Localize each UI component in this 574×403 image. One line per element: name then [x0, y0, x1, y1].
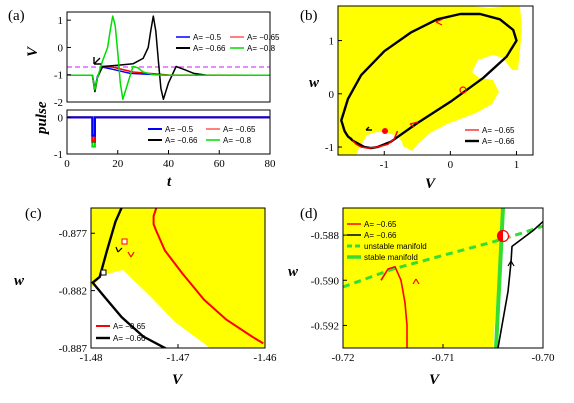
legend-label: A= −0.8	[247, 44, 276, 53]
legend-label: A= −0.65	[482, 126, 515, 135]
legend-label: stable manifold	[364, 253, 418, 262]
basin-region	[343, 208, 503, 348]
x-tick-label: -1.46	[254, 352, 277, 364]
y-tick-label: 0	[58, 42, 64, 54]
panel-c: -1.48 -1.47 -1.46 -0.877 -0.882 -0.887 w V A=…	[14, 207, 277, 388]
panel-a-ylabel: V	[25, 45, 41, 57]
y-tick-label: 0	[329, 89, 335, 101]
legend-label: A= −0.65	[223, 125, 256, 134]
series-line-black	[67, 15, 270, 101]
basin-region	[91, 208, 265, 348]
y-tick-label: 1	[58, 15, 64, 27]
y-tick-label: 1	[329, 36, 335, 48]
y-tick-label: -1	[54, 149, 63, 161]
y-tick-label: -0.590	[311, 275, 340, 287]
legend-label: A= −0.66	[482, 137, 515, 146]
legend-label: A= −0.65	[247, 33, 280, 42]
legend-label: A= −0.66	[113, 334, 146, 343]
panel-a-frame	[66, 11, 271, 103]
y-tick-label: -1	[325, 142, 334, 154]
x-tick-label: 80	[265, 158, 277, 170]
arrow-icon	[507, 260, 515, 267]
y-tick-label: -0.588	[311, 230, 340, 242]
legend-label: unstable manifold	[364, 242, 427, 251]
x-tick-label: -1	[380, 159, 389, 171]
panel-a-lower-ylabel: pulse	[34, 101, 50, 136]
pulse-line-blue	[67, 116, 270, 137]
arrow-icon	[365, 126, 372, 131]
panel-label-b: (b)	[300, 8, 318, 24]
trajectory-line-red	[152, 208, 264, 345]
arrow-icon	[435, 18, 444, 26]
stable-manifold-line	[494, 208, 505, 348]
x-tick-label: -0.71	[432, 352, 455, 364]
start-marker	[121, 238, 128, 245]
x-tick-label: 0	[448, 159, 454, 171]
trajectory-line-black	[497, 220, 543, 348]
x-tick-label: 1	[514, 159, 520, 171]
legend-label: A= −0.5	[165, 125, 194, 134]
arrow-icon	[93, 57, 101, 65]
equilibrium-marker	[459, 86, 467, 94]
panel-a-upper: 1 0 -1 -2 V A= −0.5 A= −0.65 A= −0.66 A= −0.8	[25, 11, 280, 109]
arrow-icon	[409, 121, 419, 128]
panel-a-lower-xlabel: t	[167, 174, 172, 190]
x-tick-label: -0.72	[332, 352, 355, 364]
panel-b-frame	[337, 5, 534, 156]
basin-region	[338, 6, 522, 155]
legend-label: A= −0.66	[165, 136, 198, 145]
arrow-icon	[115, 246, 123, 253]
panel-c-xlabel: V	[172, 372, 184, 388]
panel-d-ylabel: w	[288, 264, 299, 280]
legend-label: A= −0.66	[364, 231, 397, 240]
y-tick-label: -2	[54, 97, 63, 109]
y-tick-label: 0	[58, 112, 64, 124]
panel-d-xlabel: V	[429, 372, 441, 388]
legend-label: A= −0.8	[223, 136, 252, 145]
legend-label: A= −0.65	[364, 220, 397, 229]
panel-d: -0.72 -0.71 -0.70 -0.588 -0.590 -0.592 w V A=…	[288, 207, 555, 388]
x-tick-label: 0	[64, 158, 70, 170]
y-tick-label: -0.592	[311, 320, 339, 332]
trajectory-line-red	[380, 265, 408, 348]
panel-label-a: (a)	[8, 8, 25, 24]
saddle-marker	[382, 128, 388, 134]
panel-label-c: (c)	[25, 206, 42, 222]
legend-label: A= −0.66	[193, 44, 226, 53]
panel-b-xlabel: V	[425, 176, 437, 192]
trajectory-line-black	[91, 208, 168, 348]
x-tick-label: -1.47	[167, 352, 190, 364]
x-tick-label: -1.48	[80, 352, 103, 364]
arrow-icon	[412, 278, 420, 285]
trajectory-line-red	[351, 130, 399, 149]
x-tick-label: 40	[163, 158, 175, 170]
saddle-marker	[496, 229, 510, 243]
x-tick-label: 20	[112, 158, 124, 170]
panel-b-ylabel: w	[309, 75, 320, 91]
x-tick-label: -0.70	[532, 352, 555, 364]
arrow-icon	[127, 251, 135, 258]
panel-label-d: (d)	[300, 206, 318, 222]
legend-label: A= −0.65	[113, 322, 146, 331]
panel-b: -1 0 1 1 0 -1 w V A= −0.65 A= −0.66	[309, 5, 534, 192]
start-marker	[100, 269, 107, 276]
panel-a-lower: 0-10 20 40 60 80 pulse t A= −0.5 A= −0.65A= −…	[34, 101, 276, 190]
panel-c-ylabel: w	[14, 273, 25, 289]
x-tick-label: 60	[214, 158, 226, 170]
y-tick-label: -0.887	[59, 343, 88, 355]
legend-label: A= −0.5	[193, 33, 222, 42]
y-tick-label: -1	[54, 70, 63, 82]
series-line-green	[67, 15, 270, 101]
y-tick-label: -0.877	[59, 228, 88, 240]
y-tick-label: -0.882	[59, 286, 87, 298]
